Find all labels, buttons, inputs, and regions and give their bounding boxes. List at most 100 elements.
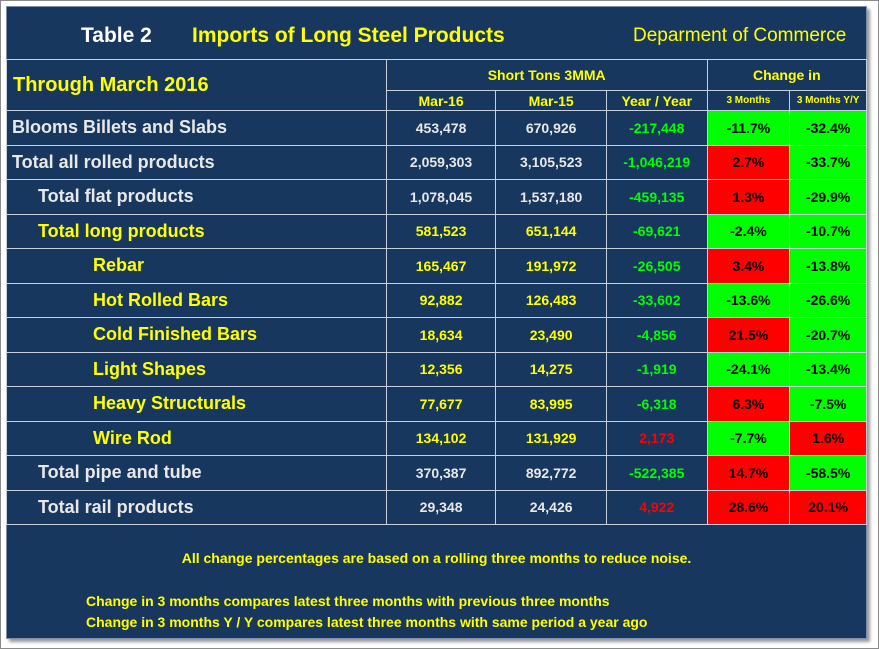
cell-3-months-yy: 20.1% [789, 489, 867, 525]
cell-mar16: 453,478 [385, 110, 497, 146]
table-label: Table 2 [81, 24, 152, 47]
cell-mar15: 191,972 [495, 248, 607, 284]
row-label: Total pipe and tube [6, 455, 387, 491]
col-mar16: Mar-16 [385, 90, 497, 111]
row-label: Rebar [6, 248, 387, 284]
cell-3-months-yy: -33.7% [789, 144, 867, 180]
cell-3-months: 21.5% [706, 317, 791, 353]
cell-3-months-yy: -26.6% [789, 282, 867, 318]
cell-mar16: 29,348 [385, 489, 497, 525]
row-label: Heavy Structurals [6, 386, 387, 422]
cell-year-over-year: -69,621 [605, 213, 708, 249]
source-label: Deparment of Commerce [633, 25, 847, 46]
table-row: Wire Rod 134,102 131,929 2,173 -7.7% 1.6% [6, 420, 867, 456]
table-row: Hot Rolled Bars 92,882 126,483 -33,602 -13.6… [6, 282, 867, 318]
table-row: Cold Finished Bars 18,634 23,490 -4,856 21.5… [6, 317, 867, 353]
cell-year-over-year: -217,448 [605, 110, 708, 146]
cell-3-months: 1.3% [706, 179, 791, 215]
cell-mar16: 165,467 [385, 248, 497, 284]
cell-3-months-yy: -13.4% [789, 351, 867, 387]
table-row: Total flat products 1,078,045 1,537,180 -45… [6, 179, 867, 215]
cell-year-over-year: -26,505 [605, 248, 708, 284]
row-label: Wire Rod [6, 420, 387, 456]
cell-mar15: 23,490 [495, 317, 607, 353]
cell-year-over-year: -6,318 [605, 386, 708, 422]
cell-mar16: 2,059,303 [385, 144, 497, 180]
cell-3-months: -7.7% [706, 420, 791, 456]
header-row-groups: Through March 2016 Short Tons 3MMA Chang… [6, 59, 867, 111]
row-label: Total long products [6, 213, 387, 249]
table-row: Total long products 581,523 651,144 -69,621… [6, 213, 867, 249]
header-row-columns: Mar-16 Mar-15 Year / Year 3 Months 3 Mon… [7, 90, 867, 111]
cell-3-months-yy: -10.7% [789, 213, 867, 249]
cell-3-months: 3.4% [706, 248, 791, 284]
cell-mar15: 24,426 [495, 489, 607, 525]
cell-mar15: 131,929 [495, 420, 607, 456]
table-panel: Table 2 Imports of Long Steel Products D… [6, 6, 867, 639]
col-3-months-yy: 3 Months Y/Y [789, 90, 867, 111]
row-label: Total flat products [6, 179, 387, 215]
cell-year-over-year: -4,856 [605, 317, 708, 353]
row-label: Cold Finished Bars [6, 317, 387, 353]
imports-table: Through March 2016 Short Tons 3MMA Chang… [6, 59, 867, 525]
row-label: Hot Rolled Bars [6, 282, 387, 318]
cell-year-over-year: 2,173 [605, 420, 708, 456]
cell-year-over-year: 4,922 [605, 489, 708, 525]
table-row: Total pipe and tube 370,387 892,772 -522,38… [6, 455, 867, 491]
col-mar15: Mar-15 [495, 90, 607, 111]
row-label: Total rail products [6, 489, 387, 525]
cell-3-months-yy: -7.5% [789, 386, 867, 422]
cell-3-months-yy: 1.6% [789, 420, 867, 456]
period-label: Through March 2016 [6, 59, 387, 111]
table-row: Total rail products 29,348 24,426 4,922 28.6… [6, 489, 867, 525]
cell-3-months-yy: -58.5% [789, 455, 867, 491]
cell-mar15: 83,995 [495, 386, 607, 422]
cell-year-over-year: -459,135 [605, 179, 708, 215]
cell-3-months: 14.7% [706, 455, 791, 491]
change-in-header: Change in [706, 59, 867, 91]
short-tons-header: Short Tons 3MMA [385, 59, 708, 91]
cell-mar15: 126,483 [495, 282, 607, 318]
cell-3-months: -24.1% [706, 351, 791, 387]
cell-mar16: 77,677 [385, 386, 497, 422]
table-title: Imports of Long Steel Products [192, 24, 505, 47]
cell-mar16: 12,356 [385, 351, 497, 387]
cell-3-months: -13.6% [706, 282, 791, 318]
table-row: Total all rolled products 2,059,303 3,105,… [6, 144, 867, 180]
cell-year-over-year: -1,919 [605, 351, 708, 387]
row-label: Light Shapes [6, 351, 387, 387]
cell-year-over-year: -522,385 [605, 455, 708, 491]
cell-mar15: 651,144 [495, 213, 607, 249]
cell-3-months: -2.4% [706, 213, 791, 249]
cell-mar16: 581,523 [385, 213, 497, 249]
row-label: Total all rolled products [6, 144, 387, 180]
cell-mar15: 14,275 [495, 351, 607, 387]
cell-3-months-yy: -13.8% [789, 248, 867, 284]
cell-mar15: 3,105,523 [495, 144, 607, 180]
cell-3-months: 2.7% [706, 144, 791, 180]
cell-3-months-yy: -20.7% [789, 317, 867, 353]
note-three-months: Change in 3 months compares latest three… [86, 593, 610, 609]
cell-mar16: 134,102 [385, 420, 497, 456]
cell-mar15: 892,772 [495, 455, 607, 491]
table-row: Heavy Structurals 77,677 83,995 -6,318 6.3% -… [6, 386, 867, 422]
cell-mar15: 1,537,180 [495, 179, 607, 215]
cell-3-months-yy: -29.9% [789, 179, 867, 215]
cell-mar16: 92,882 [385, 282, 497, 318]
cell-3-months-yy: -32.4% [789, 110, 867, 146]
cell-3-months: -11.7% [706, 110, 791, 146]
table-row: Rebar 165,467 191,972 -26,505 3.4% -13.8% [6, 248, 867, 284]
note-three-months-yy: Change in 3 months Y / Y compares latest… [86, 614, 648, 630]
cell-3-months: 6.3% [706, 386, 791, 422]
table-row: Light Shapes 12,356 14,275 -1,919 -24.1% -13.… [6, 351, 867, 387]
note-rolling: All change percentages are based on a ro… [181, 550, 692, 566]
cell-mar15: 670,926 [495, 110, 607, 146]
cell-3-months: 28.6% [706, 489, 791, 525]
col-3-months: 3 Months [706, 90, 791, 111]
cell-mar16: 370,387 [385, 455, 497, 491]
cell-mar16: 1,078,045 [385, 179, 497, 215]
row-label: Blooms Billets and Slabs [6, 110, 387, 146]
cell-mar16: 18,634 [385, 317, 497, 353]
col-year-over-year: Year / Year [605, 90, 708, 111]
